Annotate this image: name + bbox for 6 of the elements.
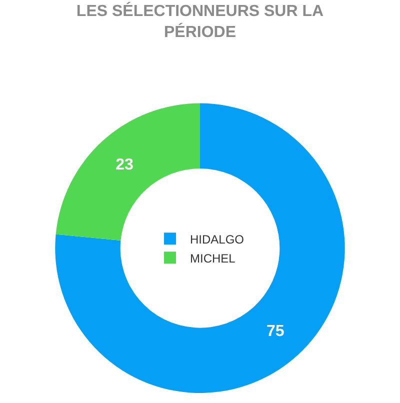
chart-title: LES SÉLECTIONNEURS SUR LA PÉRIODE [76,1,324,41]
donut-slice [55,103,345,393]
data-label: 75 [266,322,284,340]
legend-label: HIDALGO [190,232,244,246]
data-label: 23 [116,156,134,174]
legend-label: MICHEL [190,251,236,266]
